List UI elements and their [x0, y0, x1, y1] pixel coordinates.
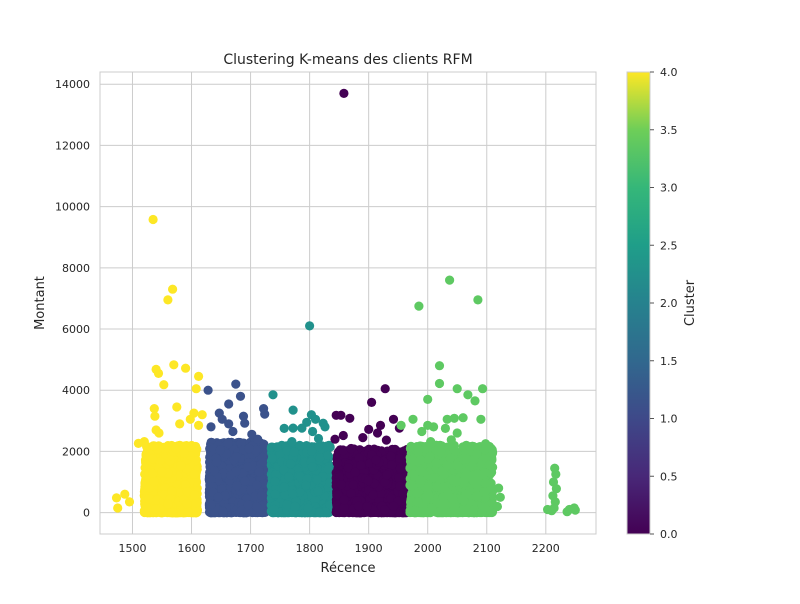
scatter-point: [243, 500, 252, 509]
scatter-point: [307, 447, 316, 456]
scatter-point: [176, 461, 185, 470]
scatter-point: [257, 491, 266, 500]
scatter-point: [190, 470, 199, 479]
scatter-point: [190, 490, 199, 499]
scatter-point: [214, 493, 223, 502]
scatter-point: [252, 480, 261, 489]
scatter-point: [224, 439, 233, 448]
scatter-point: [286, 459, 295, 468]
scatter-point: [268, 454, 277, 463]
scatter-point: [180, 449, 189, 458]
scatter-point: [315, 508, 324, 517]
scatter-point: [269, 505, 278, 514]
scatter-point: [314, 487, 323, 496]
scatter-point: [226, 471, 235, 480]
scatter-point: [192, 498, 201, 507]
scatter-point: [282, 500, 291, 509]
scatter-point: [303, 504, 312, 513]
scatter-point: [288, 489, 297, 498]
scatter-point: [313, 475, 322, 484]
scatter-point: [171, 444, 180, 453]
scatter-point: [271, 490, 280, 499]
scatter-point: [301, 481, 310, 490]
scatter-point: [149, 477, 158, 486]
scatter-point: [290, 447, 299, 456]
scatter-point: [148, 454, 157, 463]
scatter-point: [210, 466, 219, 475]
scatter-point: [182, 499, 191, 508]
scatter-point: [255, 467, 264, 476]
scatter-point: [151, 505, 160, 514]
scatter-point: [323, 451, 332, 460]
scatter-point: [150, 441, 159, 450]
scatter-point: [163, 499, 172, 508]
scatter-point: [241, 477, 250, 486]
scatter-point: [243, 462, 252, 471]
scatter-point: [290, 502, 299, 511]
scatter-point: [244, 444, 253, 453]
scatter-point: [183, 507, 192, 516]
scatter-point: [207, 500, 216, 509]
scatter-point: [232, 452, 241, 461]
scatter-point: [167, 508, 176, 517]
scatter-point: [157, 467, 166, 476]
scatter-point: [212, 458, 221, 467]
scatter-point: [284, 472, 293, 481]
scatter-point: [216, 445, 225, 454]
scatter-point: [280, 482, 289, 491]
scatter-point: [270, 477, 279, 486]
scatter-point: [252, 502, 261, 511]
scatter-point: [145, 494, 154, 503]
scatter-point: [308, 462, 317, 471]
scatter-point: [233, 481, 242, 490]
